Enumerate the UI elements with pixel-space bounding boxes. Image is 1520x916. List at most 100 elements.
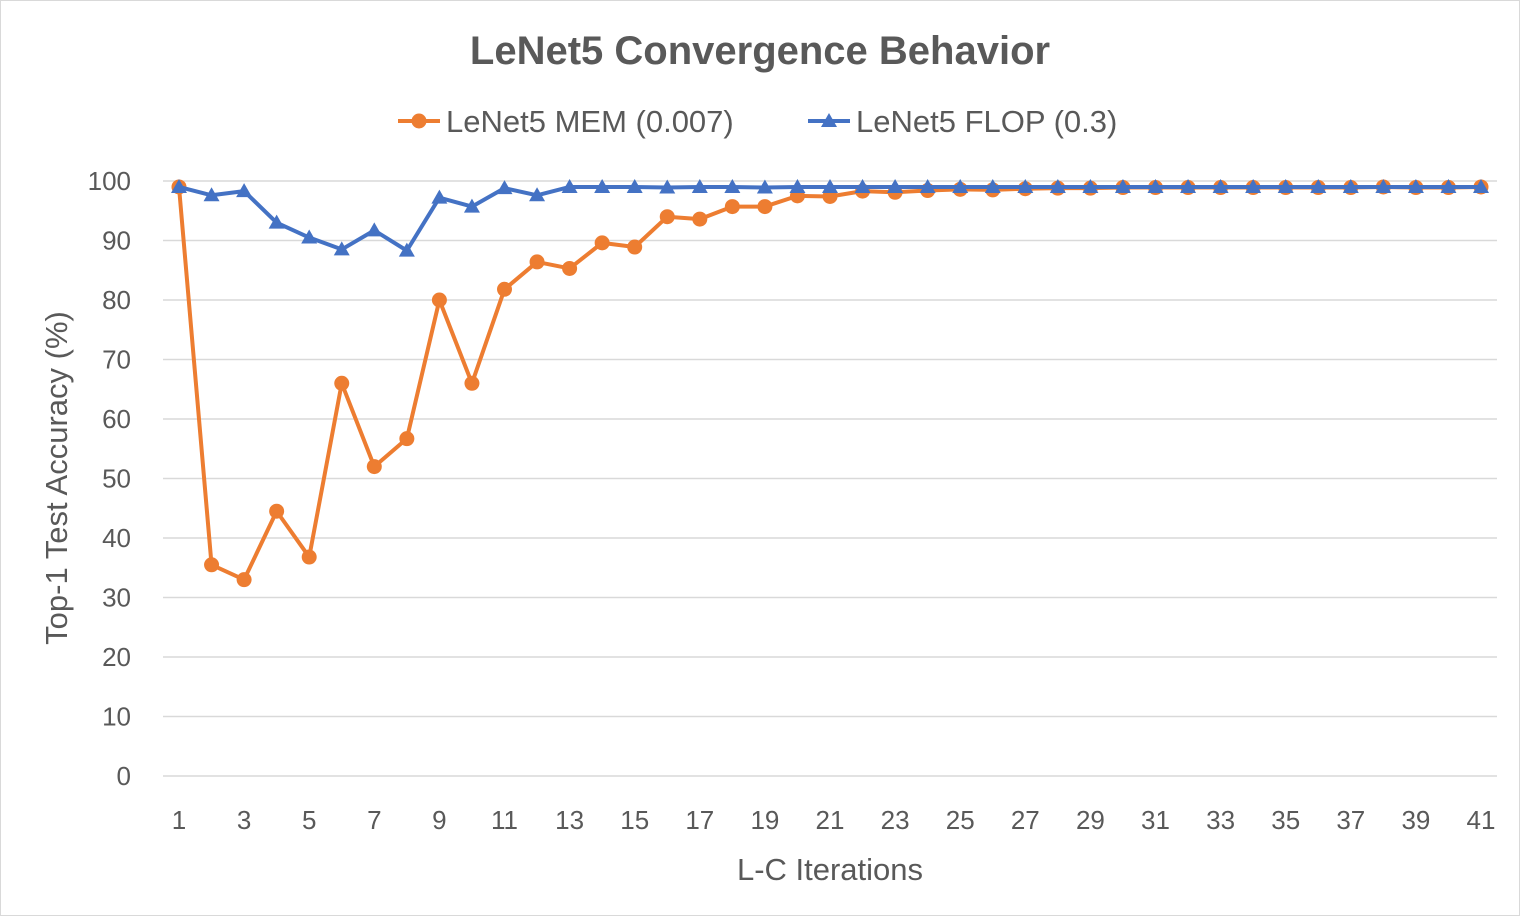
x-axis-ticks: 1 3 5 7 9 11 13 15 17 19 21 23 25 27 29 31 33 35 37 39 41 [172, 805, 1496, 835]
data-point[interactable] [984, 178, 1001, 193]
x-tick-label: 11 [491, 805, 518, 835]
data-point[interactable] [171, 178, 187, 193]
data-point[interactable] [366, 222, 383, 237]
data-point[interactable] [952, 178, 969, 193]
data-point[interactable] [333, 241, 350, 256]
data-point[interactable] [1473, 178, 1489, 193]
data-point[interactable] [301, 229, 318, 244]
data-point[interactable] [398, 242, 415, 257]
data-point[interactable] [789, 178, 806, 193]
data-point[interactable] [1407, 178, 1424, 193]
x-tick-label: 41 [1467, 805, 1496, 835]
data-point[interactable] [301, 549, 317, 565]
y-tick-label: 50 [102, 464, 131, 494]
data-point[interactable] [464, 375, 480, 391]
data-point[interactable] [203, 187, 220, 202]
x-tick-label: 25 [946, 805, 975, 835]
data-point[interactable] [692, 211, 708, 227]
x-tick-label: 39 [1401, 805, 1430, 835]
data-point[interactable] [724, 199, 740, 215]
data-point[interactable] [236, 183, 253, 198]
data-point[interactable] [887, 178, 904, 193]
data-point[interactable] [822, 178, 838, 193]
chart-title: LeNet5 Convergence Behavior [470, 29, 1050, 73]
data-point[interactable] [627, 239, 643, 255]
data-point[interactable] [431, 189, 448, 204]
x-tick-label: 9 [432, 805, 446, 835]
data-point[interactable] [269, 503, 285, 519]
data-point[interactable] [919, 178, 936, 193]
legend-flop-label: LeNet5 FLOP (0.3) [856, 104, 1117, 139]
y-tick-label: 70 [102, 345, 131, 375]
y-tick-label: 20 [102, 642, 131, 672]
data-point[interactable] [724, 178, 741, 193]
x-tick-label: 27 [1011, 805, 1040, 835]
data-point[interactable] [236, 572, 252, 588]
data-point[interactable] [1310, 178, 1327, 193]
data-point[interactable] [496, 180, 513, 195]
data-point[interactable] [529, 254, 545, 270]
data-point[interactable] [659, 179, 676, 194]
x-tick-label: 3 [237, 805, 251, 835]
x-tick-label: 5 [302, 805, 316, 835]
data-point[interactable] [529, 187, 546, 202]
x-tick-label: 15 [620, 805, 649, 835]
x-tick-label: 35 [1271, 805, 1300, 835]
x-tick-label: 23 [881, 805, 910, 835]
gridlines [163, 180, 1497, 777]
plot-area [171, 178, 1489, 588]
data-point[interactable] [399, 431, 415, 447]
data-point[interactable] [497, 281, 512, 297]
data-point[interactable] [1212, 178, 1229, 193]
y-axis-label: Top-1 Test Accuracy (%) [39, 311, 74, 645]
data-point[interactable] [1180, 178, 1197, 193]
data-point[interactable] [594, 178, 611, 193]
data-point[interactable] [1342, 178, 1359, 193]
data-point[interactable] [1114, 178, 1131, 193]
legend-item-mem[interactable]: LeNet5 MEM (0.007) [398, 104, 734, 139]
data-point[interactable] [1082, 178, 1099, 193]
x-tick-label: 7 [367, 805, 381, 835]
y-axis-ticks: 0 10 20 30 40 50 60 70 80 90 100 [88, 166, 131, 791]
y-tick-label: 60 [102, 404, 131, 434]
data-point[interactable] [562, 260, 578, 276]
data-point[interactable] [268, 214, 285, 229]
x-tick-label: 19 [750, 805, 779, 835]
data-point[interactable] [1245, 178, 1262, 193]
data-point[interactable] [366, 459, 382, 475]
x-axis-label: L-C Iterations [737, 852, 923, 887]
x-tick-label: 1 [172, 805, 186, 835]
x-tick-label: 21 [816, 805, 845, 835]
data-point[interactable] [594, 235, 610, 251]
data-point[interactable] [756, 179, 773, 194]
data-point[interactable] [757, 199, 773, 215]
data-point[interactable] [431, 292, 447, 308]
y-tick-label: 0 [117, 761, 131, 791]
data-point[interactable] [1147, 178, 1164, 193]
legend-mem-marker [411, 113, 427, 129]
series-LeNet5 FLOP (0.3) [171, 178, 1489, 257]
data-point[interactable] [1049, 178, 1066, 193]
series-line [177, 184, 1483, 582]
data-point[interactable] [1440, 178, 1457, 193]
data-point[interactable] [1277, 178, 1294, 193]
data-point[interactable] [561, 178, 578, 193]
data-point[interactable] [626, 178, 643, 193]
y-tick-label: 100 [88, 166, 131, 196]
x-tick-label: 37 [1336, 805, 1365, 835]
legend-item-flop[interactable]: LeNet5 FLOP (0.3) [808, 104, 1117, 139]
x-tick-label: 31 [1141, 805, 1170, 835]
data-point[interactable] [691, 178, 708, 193]
x-tick-label: 17 [685, 805, 714, 835]
data-point[interactable] [1375, 178, 1392, 193]
y-tick-label: 40 [102, 523, 131, 553]
data-point[interactable] [463, 198, 480, 213]
data-point[interactable] [659, 209, 675, 225]
data-point[interactable] [1017, 178, 1034, 193]
x-tick-label: 13 [555, 805, 584, 835]
data-point[interactable] [334, 375, 350, 391]
data-point[interactable] [854, 178, 871, 193]
data-point[interactable] [204, 557, 220, 573]
